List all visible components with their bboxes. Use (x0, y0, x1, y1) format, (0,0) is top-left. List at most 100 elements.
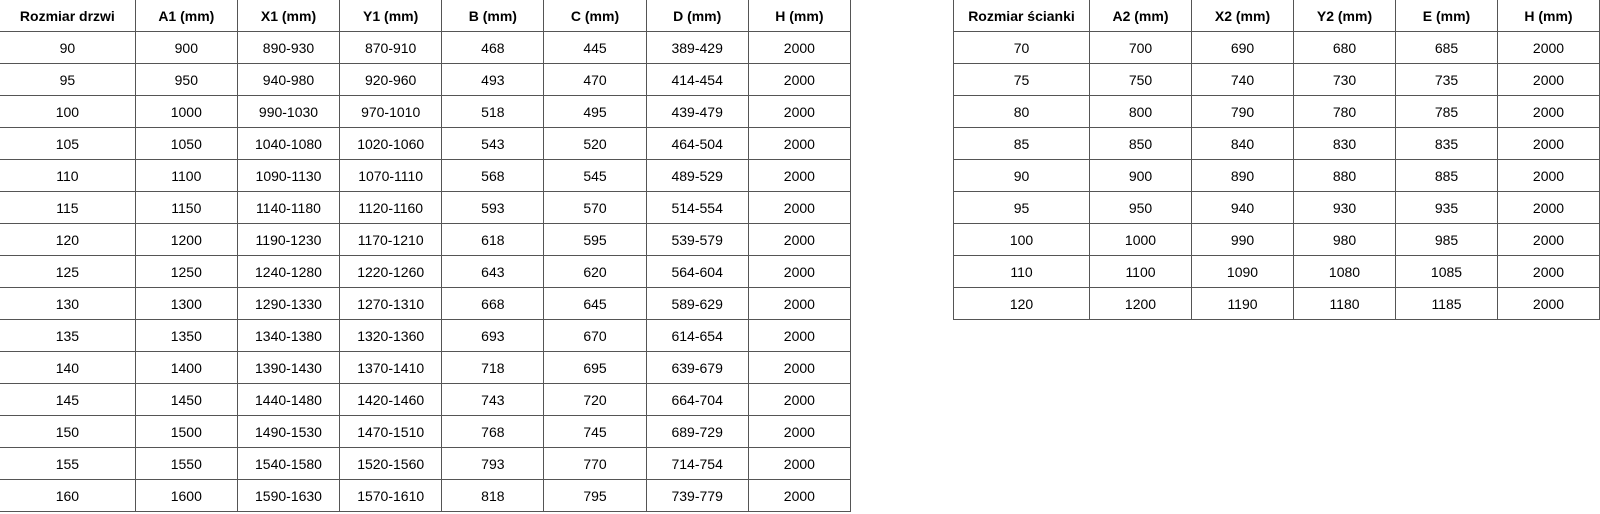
table-cell: 1085 (1395, 255, 1498, 288)
table-cell: 690 (1191, 31, 1294, 64)
table-cell: 1570-1610 (339, 479, 443, 512)
table-row: 115 1150 1140-1180 1120-1160 593 570 514-554 20… (0, 191, 852, 224)
table-row: 100 1000 990 980 985 2000 (953, 223, 1600, 256)
table-cell: 115 (0, 191, 136, 224)
table-row: 145 1450 1440-1480 1420-1460 743 720 664-704 20… (0, 383, 852, 416)
table-row: 160 1600 1590-1630 1570-1610 818 795 739-779 20… (0, 479, 852, 512)
table-cell: 518 (441, 95, 545, 128)
table-cell: 495 (543, 95, 647, 128)
table-cell: 750 (1089, 63, 1192, 96)
table-cell: 985 (1395, 223, 1498, 256)
table-cell: 818 (441, 479, 545, 512)
table-cell: 1090 (1191, 255, 1294, 288)
table-cell: 1180 (1293, 287, 1396, 320)
table-cell: 790 (1191, 95, 1294, 128)
table-cell: 493 (441, 63, 545, 96)
table-cell: 1540-1580 (236, 447, 341, 480)
table-cell: 135 (0, 319, 136, 352)
table-cell: 2000 (1497, 63, 1600, 96)
table-cell: 870-910 (339, 31, 443, 64)
table-cell: 1440-1480 (236, 383, 341, 416)
table-cell: 520 (543, 127, 647, 160)
table-cell: 2000 (747, 415, 852, 448)
column-header: Rozmiar ścianki (953, 0, 1090, 32)
table-cell: 1390-1430 (236, 351, 341, 384)
table-cell: 718 (441, 351, 545, 384)
table-cell: 720 (543, 383, 647, 416)
table-cell: 850 (1089, 127, 1192, 160)
table-cell: 160 (0, 479, 136, 512)
table-cell: 1070-1110 (339, 159, 443, 192)
table-cell: 570 (543, 191, 647, 224)
table-cell: 780 (1293, 95, 1396, 128)
column-header: X2 (mm) (1191, 0, 1294, 32)
table-cell: 110 (0, 159, 136, 192)
table-cell: 100 (0, 95, 136, 128)
table-cell: 900 (134, 31, 238, 64)
table-row: 110 1100 1090-1130 1070-1110 568 545 489-529 20… (0, 159, 852, 192)
table-cell: 2000 (1497, 31, 1600, 64)
table-cell: 885 (1395, 159, 1498, 192)
table-cell: 990 (1191, 223, 1294, 256)
table-cell: 2000 (747, 95, 852, 128)
table-cell: 664-704 (645, 383, 749, 416)
column-header: Rozmiar drzwi (0, 0, 136, 32)
table-cell: 70 (953, 31, 1090, 64)
table-cell: 700 (1089, 31, 1192, 64)
table-cell: 2000 (1497, 127, 1600, 160)
table-cell: 543 (441, 127, 545, 160)
table-cell: 940 (1191, 191, 1294, 224)
table-cell: 389-429 (645, 31, 749, 64)
column-header: A2 (mm) (1089, 0, 1192, 32)
table-cell: 1420-1460 (339, 383, 443, 416)
table-cell: 668 (441, 287, 545, 320)
column-header: H (mm) (1497, 0, 1600, 32)
table-cell: 120 (0, 223, 136, 256)
table-cell: 739-779 (645, 479, 749, 512)
table-cell: 1190 (1191, 287, 1294, 320)
table-cell: 830 (1293, 127, 1396, 160)
table-cell: 639-679 (645, 351, 749, 384)
table-cell: 990-1030 (236, 95, 341, 128)
table-cell: 714-754 (645, 447, 749, 480)
table-cell: 835 (1395, 127, 1498, 160)
table-cell: 670 (543, 319, 647, 352)
table-cell: 568 (441, 159, 545, 192)
table-cell: 595 (543, 223, 647, 256)
table-cell: 980 (1293, 223, 1396, 256)
table-cell: 414-454 (645, 63, 749, 96)
table-cell: 470 (543, 63, 647, 96)
table-cell: 735 (1395, 63, 1498, 96)
table-cell: 2000 (747, 447, 852, 480)
table-cell: 464-504 (645, 127, 749, 160)
column-header: C (mm) (543, 0, 647, 32)
table-cell: 2000 (747, 159, 852, 192)
table-cell: 793 (441, 447, 545, 480)
table-cell: 1520-1560 (339, 447, 443, 480)
table-cell: 840 (1191, 127, 1294, 160)
table-cell: 1300 (134, 287, 238, 320)
column-header: X1 (mm) (236, 0, 341, 32)
table-cell: 645 (543, 287, 647, 320)
table-cell: 85 (953, 127, 1090, 160)
table-cell: 125 (0, 255, 136, 288)
table-cell: 940-980 (236, 63, 341, 96)
table-cell: 1500 (134, 415, 238, 448)
table-cell: 2000 (747, 479, 852, 512)
table-cell: 643 (441, 255, 545, 288)
column-header: H (mm) (747, 0, 852, 32)
table-cell: 1370-1410 (339, 351, 443, 384)
table-cell: 1600 (134, 479, 238, 512)
table-cell: 1185 (1395, 287, 1498, 320)
table-cell: 618 (441, 223, 545, 256)
table-cell: 593 (441, 191, 545, 224)
table-cell: 1050 (134, 127, 238, 160)
column-header: Y2 (mm) (1293, 0, 1396, 32)
table-cell: 145 (0, 383, 136, 416)
table-header-row: Rozmiar ścianki A2 (mm) X2 (mm) Y2 (mm) E (m… (953, 0, 1600, 32)
table-cell: 1170-1210 (339, 223, 443, 256)
table-cell: 1470-1510 (339, 415, 443, 448)
table-cell: 685 (1395, 31, 1498, 64)
table-row: 135 1350 1340-1380 1320-1360 693 670 614-654 20… (0, 319, 852, 352)
table-cell: 1120-1160 (339, 191, 443, 224)
